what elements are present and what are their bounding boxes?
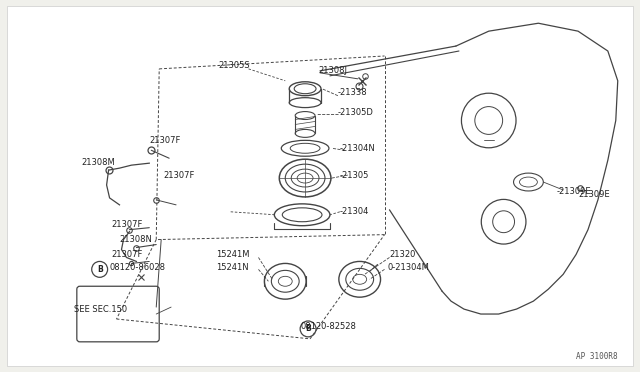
Text: 21320: 21320: [390, 250, 416, 259]
FancyBboxPatch shape: [77, 286, 159, 342]
Text: 15241M: 15241M: [216, 250, 250, 259]
Text: -21305: -21305: [340, 171, 369, 180]
Text: 21308M: 21308M: [82, 158, 116, 167]
Text: 21307F: 21307F: [163, 171, 195, 180]
Text: 21308J: 21308J: [318, 66, 347, 76]
Text: -21309E: -21309E: [556, 187, 591, 196]
Text: B: B: [97, 265, 102, 274]
Text: -21304N: -21304N: [340, 144, 376, 153]
FancyBboxPatch shape: [7, 6, 633, 366]
Text: -21338: -21338: [338, 88, 367, 97]
Text: 08120-86028: 08120-86028: [109, 263, 166, 272]
Text: -21304: -21304: [340, 207, 369, 216]
Text: 21309E: 21309E: [578, 190, 610, 199]
Text: B: B: [305, 324, 311, 333]
Text: SEE SEC.150: SEE SEC.150: [74, 305, 127, 314]
Text: 15241N: 15241N: [216, 263, 248, 272]
Text: -21305D: -21305D: [338, 108, 374, 117]
Text: 21308N: 21308N: [120, 235, 152, 244]
Text: 21307F: 21307F: [111, 250, 143, 259]
Text: 21307F: 21307F: [149, 136, 180, 145]
Text: 21305S: 21305S: [219, 61, 250, 70]
Text: 21307F: 21307F: [111, 220, 143, 229]
Text: 08120-82528: 08120-82528: [300, 323, 356, 331]
Text: AP 3100R8: AP 3100R8: [576, 352, 618, 361]
Text: 0-21304M: 0-21304M: [387, 263, 429, 272]
